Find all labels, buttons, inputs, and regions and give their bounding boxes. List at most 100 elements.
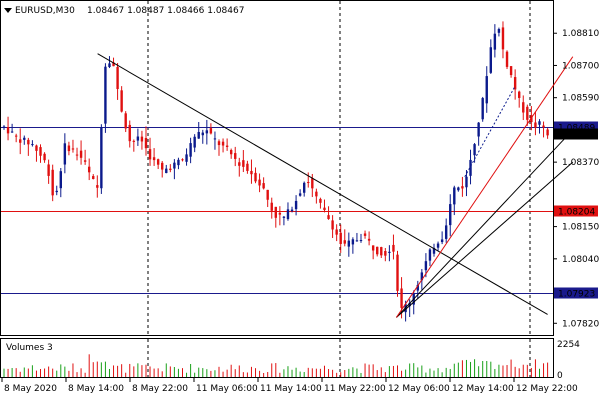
candle-body xyxy=(274,206,277,218)
candle-body xyxy=(136,136,140,141)
candle-body xyxy=(335,229,338,235)
candle-body xyxy=(509,66,513,76)
candle-body xyxy=(213,138,217,140)
candle-body xyxy=(217,141,221,146)
candle-body xyxy=(104,66,107,124)
candle-body xyxy=(262,183,265,189)
candle-body xyxy=(355,240,359,242)
price-tick-label: 1.08700 xyxy=(562,61,599,71)
price-panel-frame xyxy=(0,0,554,336)
volume-indicator-title: Volumes 3 xyxy=(6,343,53,353)
candle-body xyxy=(124,113,127,129)
candle-body xyxy=(359,240,363,242)
volume-bars xyxy=(3,354,549,377)
candle-body xyxy=(282,216,286,218)
candle-body xyxy=(152,157,156,161)
trendline[interactable] xyxy=(396,161,574,318)
volume-panel-frame xyxy=(0,338,554,378)
candle-body xyxy=(371,245,375,251)
price-tick-label: 1.07820 xyxy=(562,319,599,329)
price-tag-box xyxy=(554,121,598,133)
trendline[interactable] xyxy=(97,53,548,315)
candle-body xyxy=(294,200,298,210)
candle-body xyxy=(221,141,225,146)
candle-body xyxy=(444,225,448,239)
candle-body xyxy=(489,47,493,73)
candle-body xyxy=(351,239,355,245)
candlestick-series xyxy=(2,21,549,322)
candle-body xyxy=(96,185,99,188)
price-tag-box xyxy=(554,287,598,299)
candle-body xyxy=(453,187,456,205)
candle-body xyxy=(331,220,334,230)
candle-body xyxy=(112,62,115,67)
candle-body xyxy=(144,137,148,149)
candle-body xyxy=(449,204,452,226)
candle-body xyxy=(43,153,46,161)
candle-body xyxy=(2,126,6,128)
candle-body xyxy=(363,233,367,236)
collapse-triangle-icon[interactable] xyxy=(4,8,12,13)
trendline[interactable] xyxy=(464,85,516,178)
candle-body xyxy=(31,144,34,146)
candle-body xyxy=(197,131,200,139)
price-tick-label: 1.08590 xyxy=(562,94,599,104)
candle-body xyxy=(87,166,91,173)
trendline[interactable] xyxy=(395,56,574,318)
candle-body xyxy=(27,139,30,145)
candle-body xyxy=(79,150,83,158)
candle-body xyxy=(229,150,233,155)
time-tick-label: 8 May 22:00 xyxy=(132,384,188,394)
candle-body xyxy=(367,238,371,241)
candle-body xyxy=(63,143,67,165)
candle-body xyxy=(501,27,505,50)
candle-body xyxy=(343,240,346,244)
candle-body xyxy=(469,159,472,176)
candle-body xyxy=(481,98,484,120)
candle-body xyxy=(323,207,326,211)
price-tick-label: 1.08150 xyxy=(562,223,599,233)
candle-body xyxy=(177,159,180,166)
candle-body xyxy=(148,149,152,160)
candle-body xyxy=(392,244,395,252)
trendlines[interactable] xyxy=(97,53,574,318)
candle-body xyxy=(201,132,204,136)
candle-body xyxy=(416,284,419,291)
candle-body xyxy=(140,136,144,142)
candle-body xyxy=(518,91,521,98)
candle-body xyxy=(546,129,549,136)
candle-body xyxy=(465,176,468,188)
candle-body xyxy=(505,51,509,67)
candle-body xyxy=(493,33,497,50)
candle-body xyxy=(538,121,541,125)
time-tick-label: 12 May 14:00 xyxy=(452,384,514,394)
price-axis: 1.08810 1.08700 1.08590 1.08370 1.08150 1.080… xyxy=(553,29,599,329)
candle-body xyxy=(408,302,411,307)
candle-body xyxy=(250,170,253,175)
volume-zero-label: 0 xyxy=(557,371,563,381)
candle-body xyxy=(380,247,383,256)
candle-body xyxy=(457,187,460,191)
candle-body xyxy=(75,154,79,156)
candle-body xyxy=(290,209,294,211)
candle-body xyxy=(270,202,273,211)
candle-body xyxy=(132,140,136,142)
candle-body xyxy=(116,66,119,90)
candle-body xyxy=(473,144,476,156)
time-tick-label: 11 May 14:00 xyxy=(260,384,322,394)
price-tick-label: 1.08810 xyxy=(562,29,599,39)
candle-body xyxy=(384,251,387,256)
candle-body xyxy=(400,288,403,308)
candle-body xyxy=(83,160,87,162)
candle-body xyxy=(225,145,229,147)
candle-body xyxy=(266,189,269,200)
candle-body xyxy=(10,131,14,133)
candle-body xyxy=(436,243,440,248)
trendline[interactable] xyxy=(396,129,574,318)
candle-body xyxy=(55,190,58,193)
candle-body xyxy=(165,168,168,174)
candle-body xyxy=(6,127,10,134)
